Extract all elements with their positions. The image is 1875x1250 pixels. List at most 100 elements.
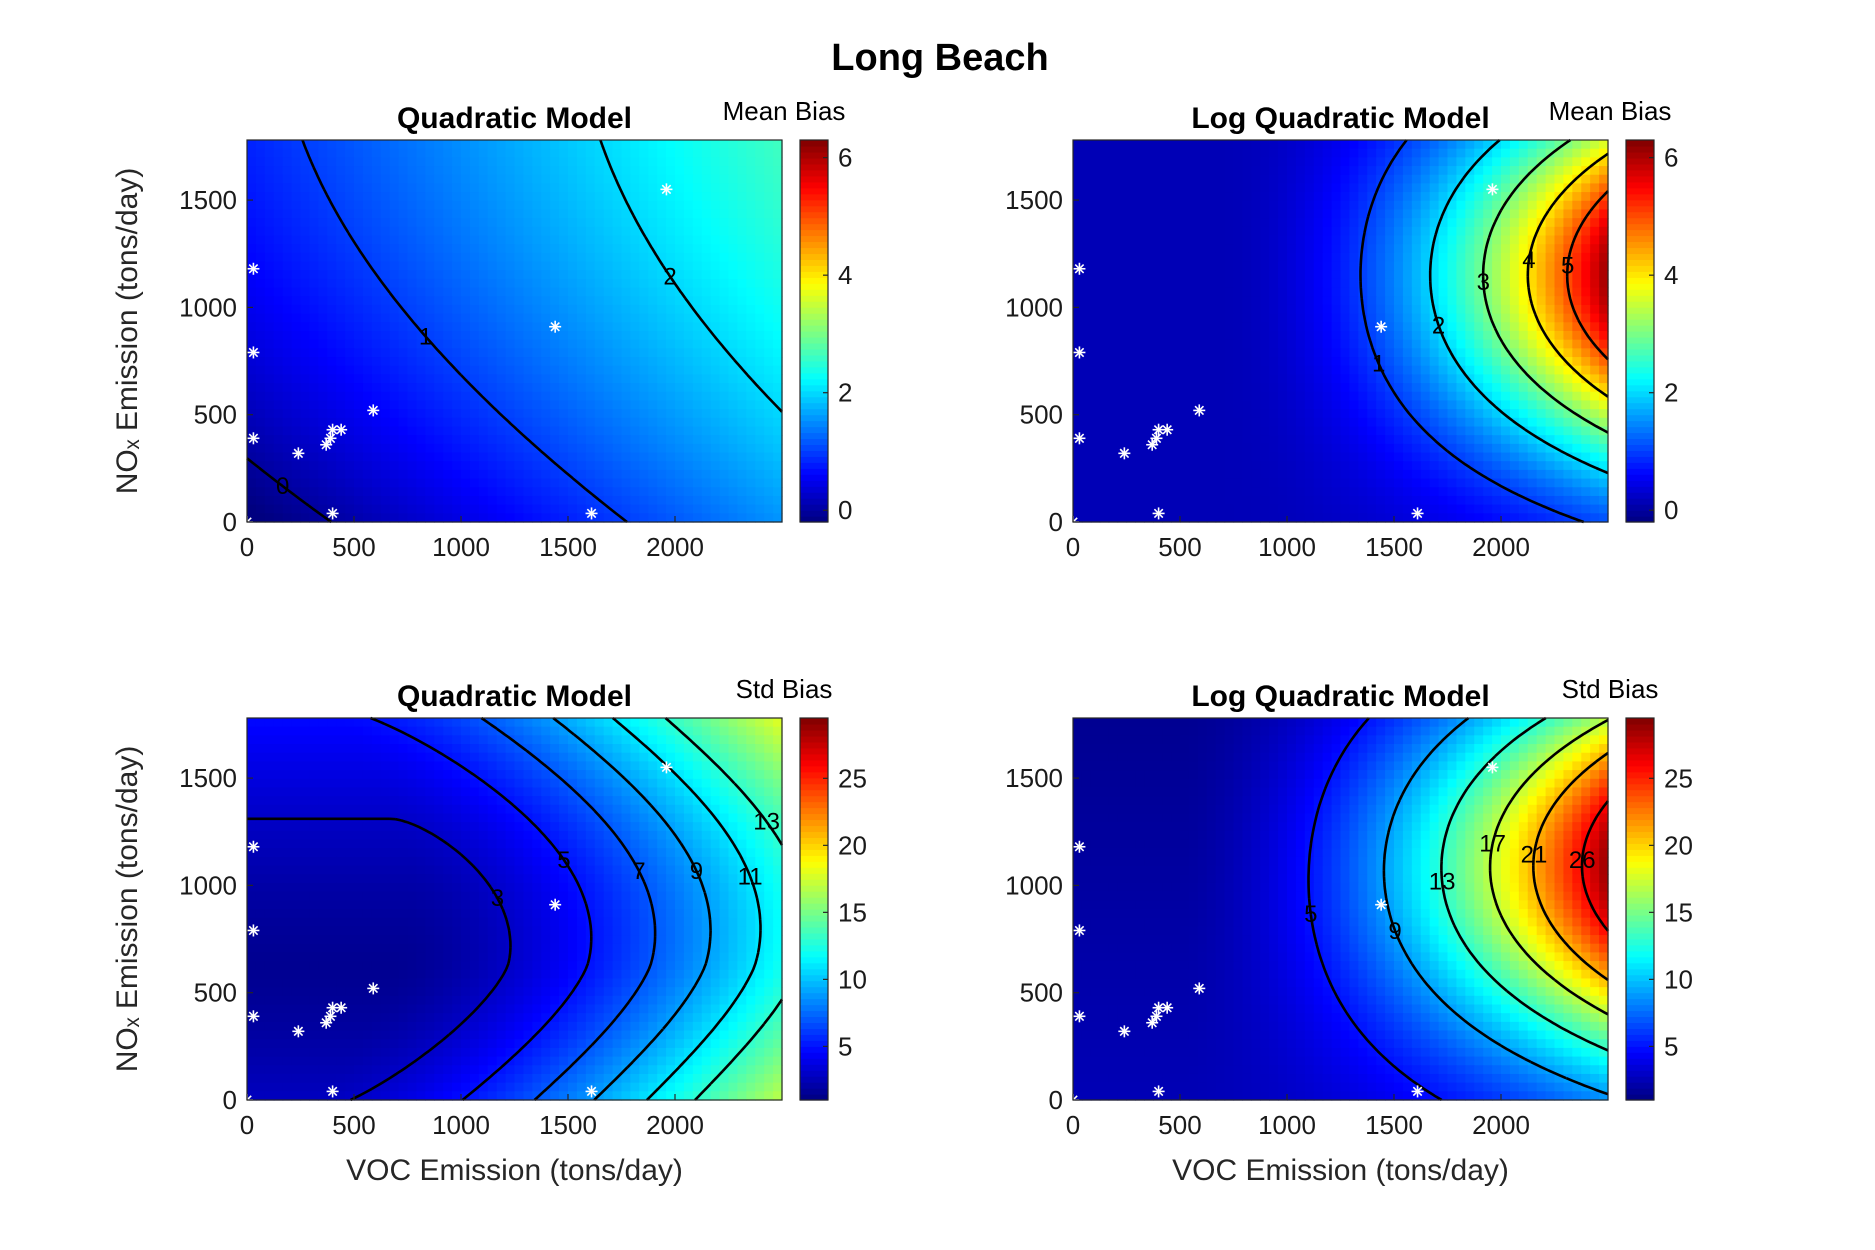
heatmap-cell xyxy=(443,192,453,202)
heatmap-cell xyxy=(247,304,257,315)
colorbar-step xyxy=(800,229,828,237)
heatmap-cell xyxy=(1188,426,1199,436)
heatmap-cell xyxy=(710,400,721,410)
heatmap-cell xyxy=(675,157,685,167)
heatmap-cell xyxy=(1429,192,1440,202)
heatmap-cell xyxy=(1456,296,1466,306)
heatmap-cell xyxy=(1135,218,1145,228)
heatmap-cell xyxy=(559,244,569,254)
heatmap-cell xyxy=(478,252,489,263)
heatmap-cell xyxy=(1554,148,1565,158)
heatmap-cell xyxy=(514,478,525,488)
heatmap-cell xyxy=(318,174,328,185)
heatmap-cell xyxy=(407,252,418,263)
heatmap-cell xyxy=(710,513,721,523)
heatmap-cell xyxy=(452,495,462,506)
heatmap-cell xyxy=(719,209,730,219)
heatmap-cell xyxy=(1322,452,1333,462)
heatmap-cell xyxy=(621,235,632,245)
heatmap-cell xyxy=(309,278,319,289)
colorbar-step xyxy=(800,516,828,523)
heatmap-cell xyxy=(1206,322,1217,332)
heatmap-cell xyxy=(407,331,418,341)
heatmap-cell xyxy=(1474,409,1484,419)
heatmap-cell xyxy=(675,443,685,454)
heatmap-cell xyxy=(1188,200,1199,211)
heatmap-cell xyxy=(666,261,676,271)
heatmap-cell xyxy=(371,244,382,254)
heatmap-cell xyxy=(1572,192,1582,202)
heatmap-cell xyxy=(1331,209,1342,219)
heatmap-cell xyxy=(1402,417,1413,428)
heatmap-cell xyxy=(300,313,311,323)
heatmap-cell xyxy=(345,140,355,150)
heatmap-cell xyxy=(1394,157,1404,167)
heatmap-cell xyxy=(300,452,311,462)
heatmap-cell xyxy=(264,435,275,445)
heatmap-cell xyxy=(675,313,685,323)
heatmap-cell xyxy=(621,322,632,332)
heatmap-cell xyxy=(416,461,426,471)
heatmap-cell xyxy=(1144,148,1154,158)
heatmap-cell xyxy=(1340,443,1351,454)
heatmap-cell xyxy=(737,504,747,514)
heatmap-cell xyxy=(1527,183,1538,193)
heatmap-cell xyxy=(461,495,471,506)
heatmap-field xyxy=(247,140,783,523)
heatmap-cell xyxy=(1394,365,1404,376)
heatmap-cell xyxy=(1376,435,1386,445)
heatmap-cell xyxy=(461,435,471,445)
heatmap-cell xyxy=(452,487,462,497)
heatmap-cell xyxy=(710,469,721,480)
heatmap-cell xyxy=(354,513,364,523)
heatmap-cell xyxy=(478,348,489,358)
heatmap-cell xyxy=(469,504,480,514)
heatmap-cell xyxy=(487,278,498,289)
heatmap-cell xyxy=(692,469,703,480)
heatmap-cell xyxy=(1483,365,1493,376)
heatmap-cell xyxy=(1108,200,1119,211)
heatmap-cell xyxy=(1474,417,1484,428)
heatmap-cell xyxy=(318,200,328,211)
heatmap-cell xyxy=(478,365,489,376)
heatmap-cell xyxy=(523,487,533,497)
heatmap-cell xyxy=(255,313,266,323)
heatmap-cell xyxy=(1073,331,1083,341)
heatmap-cell xyxy=(550,140,560,150)
heatmap-cell xyxy=(639,322,649,332)
heatmap-cell xyxy=(273,140,284,150)
heatmap-cell xyxy=(1599,365,1609,376)
heatmap-cell xyxy=(1492,244,1502,254)
heatmap-cell xyxy=(1180,296,1190,306)
heatmap-cell xyxy=(443,313,453,323)
heatmap-cell xyxy=(1411,244,1422,254)
heatmap-cell xyxy=(576,417,587,428)
heatmap-cell xyxy=(1438,244,1449,254)
heatmap-cell xyxy=(541,278,551,289)
heatmap-cell xyxy=(639,313,649,323)
heatmap-cell xyxy=(336,140,346,150)
heatmap-cell xyxy=(496,400,507,410)
heatmap-cell xyxy=(692,244,703,254)
heatmap-cell xyxy=(1438,348,1449,358)
heatmap-cell xyxy=(1260,417,1270,428)
heatmap-cell xyxy=(1563,157,1573,167)
heatmap-cell xyxy=(505,495,516,506)
heatmap-cell xyxy=(719,417,730,428)
heatmap-cell xyxy=(1385,287,1395,297)
heatmap-cell xyxy=(576,200,587,211)
heatmap-cell xyxy=(309,244,319,254)
heatmap-cell xyxy=(1108,304,1119,315)
heatmap-cell xyxy=(683,357,694,367)
heatmap-cell xyxy=(603,218,614,228)
heatmap-cell xyxy=(683,417,694,428)
heatmap-cell xyxy=(282,252,293,263)
heatmap-cell xyxy=(1233,148,1244,158)
heatmap-cell xyxy=(719,469,730,480)
heatmap-cell xyxy=(1197,435,1208,445)
heatmap-cell xyxy=(300,435,311,445)
heatmap-cell xyxy=(1429,218,1440,228)
heatmap-cell xyxy=(1162,261,1172,271)
heatmap-cell xyxy=(309,261,319,271)
heatmap-cell xyxy=(1599,244,1609,254)
